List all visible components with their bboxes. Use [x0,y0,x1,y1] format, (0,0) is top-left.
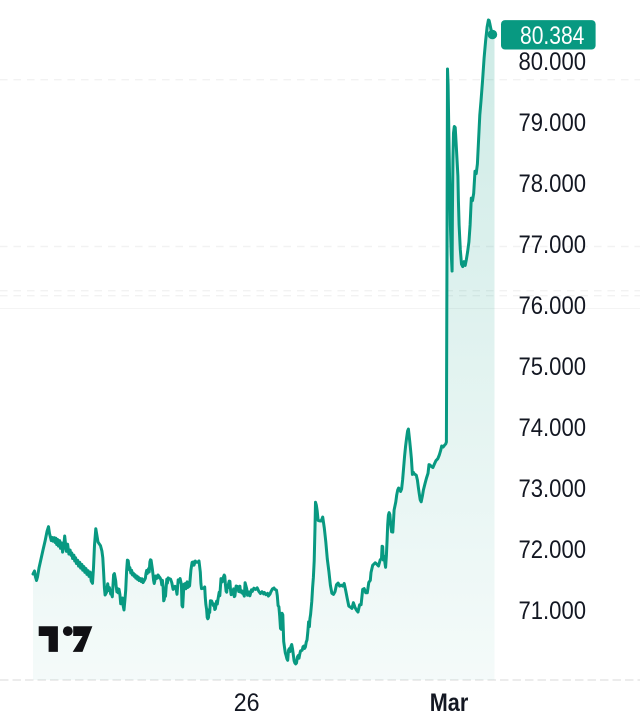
svg-text:77.000: 77.000 [519,231,587,259]
svg-text:72.000: 72.000 [519,536,587,564]
svg-text:26: 26 [234,689,260,716]
svg-text:73.000: 73.000 [519,475,587,503]
svg-text:78.000: 78.000 [519,170,587,198]
svg-text:80.000: 80.000 [519,48,587,76]
svg-text:75.000: 75.000 [519,353,587,381]
svg-text:71.000: 71.000 [519,597,587,625]
svg-text:74.000: 74.000 [519,414,587,442]
svg-text:80.384: 80.384 [520,22,584,50]
svg-text:Mar: Mar [430,689,469,716]
svg-text:76.000: 76.000 [519,292,587,320]
svg-text:79.000: 79.000 [519,109,587,137]
